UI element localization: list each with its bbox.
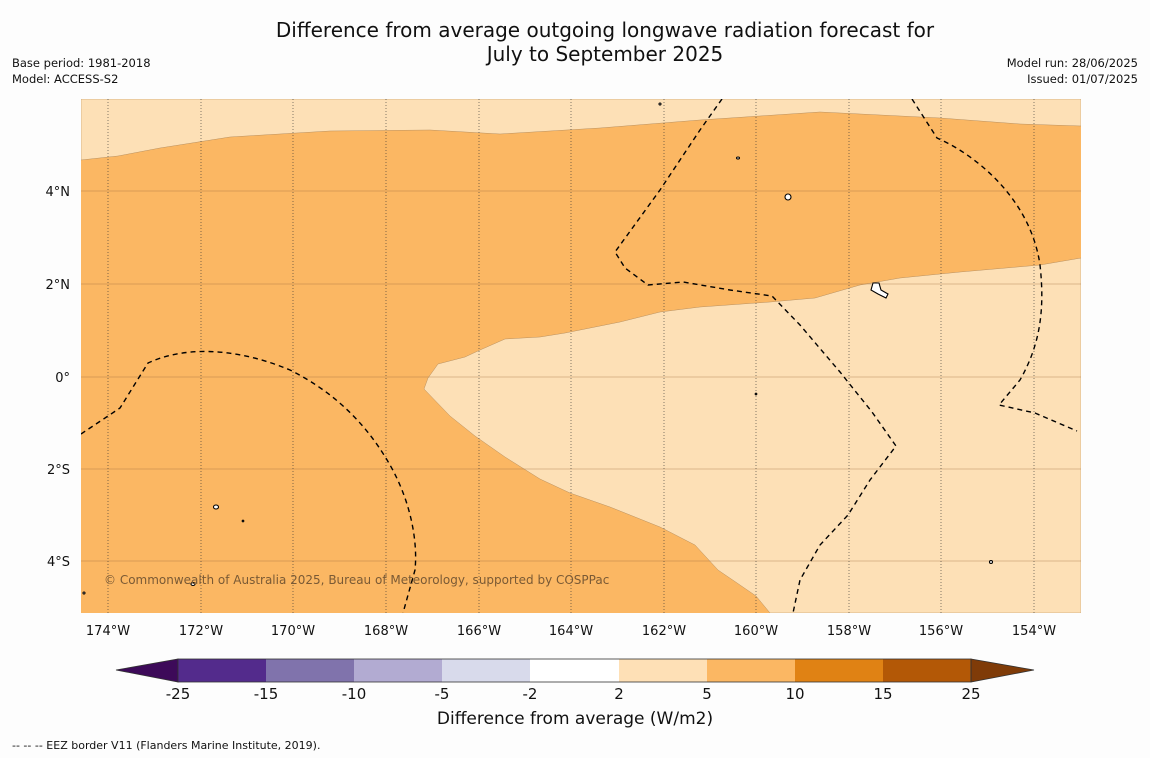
colorbar-tick-label: -25 bbox=[166, 685, 191, 703]
model-run: Model run: 28/06/2025 bbox=[1006, 56, 1138, 70]
map-area: © Commonwealth of Australia 2025, Bureau… bbox=[81, 99, 1081, 613]
lat-label-2n: 2°N bbox=[46, 278, 71, 293]
colorbar-segment bbox=[442, 659, 530, 682]
lon-label-154w: 154°W bbox=[1012, 624, 1056, 639]
colorbar-tick-label: 25 bbox=[961, 685, 980, 703]
eez-border-kiribati-line bbox=[614, 99, 897, 613]
colorbar-tick-label: -15 bbox=[254, 685, 279, 703]
colorbar-tick-label: 10 bbox=[785, 685, 804, 703]
colorbar-segment bbox=[707, 659, 795, 682]
colorbar-extend-high bbox=[970, 658, 1035, 683]
colorbar-tick-label: -10 bbox=[342, 685, 367, 703]
lon-label-172w: 172°W bbox=[179, 624, 223, 639]
lat-label-4s: 4°S bbox=[47, 555, 70, 570]
base-period: Base period: 1981-2018 bbox=[12, 56, 151, 70]
model-name: Model: ACCESS-S2 bbox=[12, 72, 119, 86]
lon-label-170w: 170°W bbox=[271, 624, 315, 639]
colorbar-segment bbox=[354, 659, 442, 682]
latitude-gridlines bbox=[81, 190, 1081, 562]
chart-title: Difference from average outgoing longwav… bbox=[0, 18, 1150, 66]
eez-borders bbox=[81, 99, 1078, 613]
meta-right: Model run: 28/06/2025 Issued: 01/07/2025 bbox=[1007, 55, 1138, 87]
eez-border-kiribati-central bbox=[81, 350, 417, 613]
anomaly-region-2-5-south bbox=[423, 257, 1081, 613]
colorbar-segment bbox=[619, 659, 707, 682]
colorbar-tick-label: -5 bbox=[435, 685, 450, 703]
islands bbox=[82, 102, 994, 595]
lon-label-174w: 174°W bbox=[86, 624, 130, 639]
latitude-labels: 4°N 2°N 0° 2°S 4°S bbox=[46, 185, 71, 570]
island-5 bbox=[212, 504, 220, 510]
island-2 bbox=[735, 156, 741, 160]
copyright-notice: © Commonwealth of Australia 2025, Bureau… bbox=[104, 573, 609, 587]
island-1 bbox=[658, 102, 662, 106]
lon-label-162w: 162°W bbox=[642, 624, 686, 639]
lon-label-158w: 158°W bbox=[827, 624, 871, 639]
island-4 bbox=[754, 392, 758, 396]
island-3 bbox=[784, 193, 792, 201]
eez-border-east bbox=[911, 99, 1078, 432]
lon-label-166w: 166°W bbox=[457, 624, 501, 639]
lon-label-156w: 156°W bbox=[919, 624, 963, 639]
title-line-2: July to September 2025 bbox=[486, 42, 724, 66]
colorbar-segment bbox=[178, 659, 266, 682]
eez-legend-note: -- -- -- EEZ border V11 (Flanders Marine… bbox=[12, 739, 321, 752]
island-6 bbox=[241, 519, 245, 523]
island-9 bbox=[82, 591, 86, 595]
island-7 bbox=[190, 581, 196, 587]
colorbar-extend-low bbox=[115, 658, 179, 683]
lon-label-168w: 168°W bbox=[364, 624, 408, 639]
longitude-labels: 174°W 172°W 170°W 168°W 166°W 164°W 162°… bbox=[86, 624, 1056, 639]
colorbar-segment bbox=[530, 659, 619, 682]
lat-label-eq: 0° bbox=[55, 371, 70, 386]
colorbar-tick-label: 2 bbox=[614, 685, 624, 703]
title-line-1: Difference from average outgoing longwav… bbox=[275, 18, 935, 42]
colorbar-segment bbox=[266, 659, 354, 682]
colorbar-segment bbox=[795, 659, 883, 682]
colorbar: -25 -15 -10 -5 -2 2 5 10 15 25 bbox=[115, 658, 1035, 703]
colorbar-tick-label: 15 bbox=[873, 685, 892, 703]
lat-label-4n: 4°N bbox=[46, 185, 71, 200]
colorbar-tick-label: 5 bbox=[702, 685, 712, 703]
meta-left: Base period: 1981-2018 Model: ACCESS-S2 bbox=[12, 55, 151, 87]
issued-date: Issued: 01/07/2025 bbox=[1027, 72, 1138, 86]
colorbar-label: Difference from average (W/m2) bbox=[436, 709, 714, 729]
lon-label-160w: 160°W bbox=[734, 624, 778, 639]
island-kiritimati bbox=[870, 282, 889, 299]
lat-label-2s: 2°S bbox=[47, 463, 70, 478]
colorbar-tick-label: -2 bbox=[523, 685, 538, 703]
anomaly-region-2-5-north bbox=[81, 99, 1081, 161]
colorbar-segment bbox=[883, 659, 971, 682]
island-8 bbox=[988, 559, 994, 565]
lon-label-164w: 164°W bbox=[549, 624, 593, 639]
colorbar-frame bbox=[177, 658, 972, 683]
